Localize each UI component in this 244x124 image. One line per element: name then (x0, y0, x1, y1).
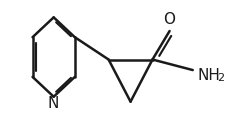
Text: N: N (48, 96, 59, 111)
Text: NH: NH (198, 68, 221, 83)
Text: O: O (163, 12, 176, 27)
Text: 2: 2 (217, 73, 224, 83)
